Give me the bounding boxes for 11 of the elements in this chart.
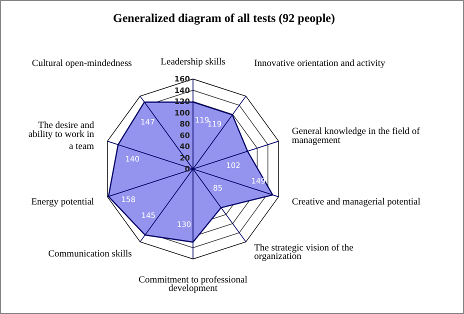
chart-title: Generalized diagram of all tests (92 people) bbox=[113, 11, 335, 25]
spoke-label: The desire and ability to work in a team bbox=[28, 121, 95, 152]
spoke-label: Leadership skills bbox=[160, 57, 226, 68]
spoke-label: Commitment to professional development bbox=[138, 275, 248, 294]
spoke-label: Creative and managerial potential bbox=[292, 197, 421, 208]
spoke-label: General knowledge in the field of management bbox=[292, 127, 421, 146]
spoke-label: The strategic vision of the organization bbox=[254, 243, 354, 262]
spoke-label: Energy potential bbox=[31, 197, 94, 208]
spoke-label: Cultural open-mindedness bbox=[32, 59, 132, 70]
spoke-label: Innovative orientation and activity bbox=[254, 59, 386, 70]
spoke-label: Communication skills bbox=[48, 249, 132, 260]
